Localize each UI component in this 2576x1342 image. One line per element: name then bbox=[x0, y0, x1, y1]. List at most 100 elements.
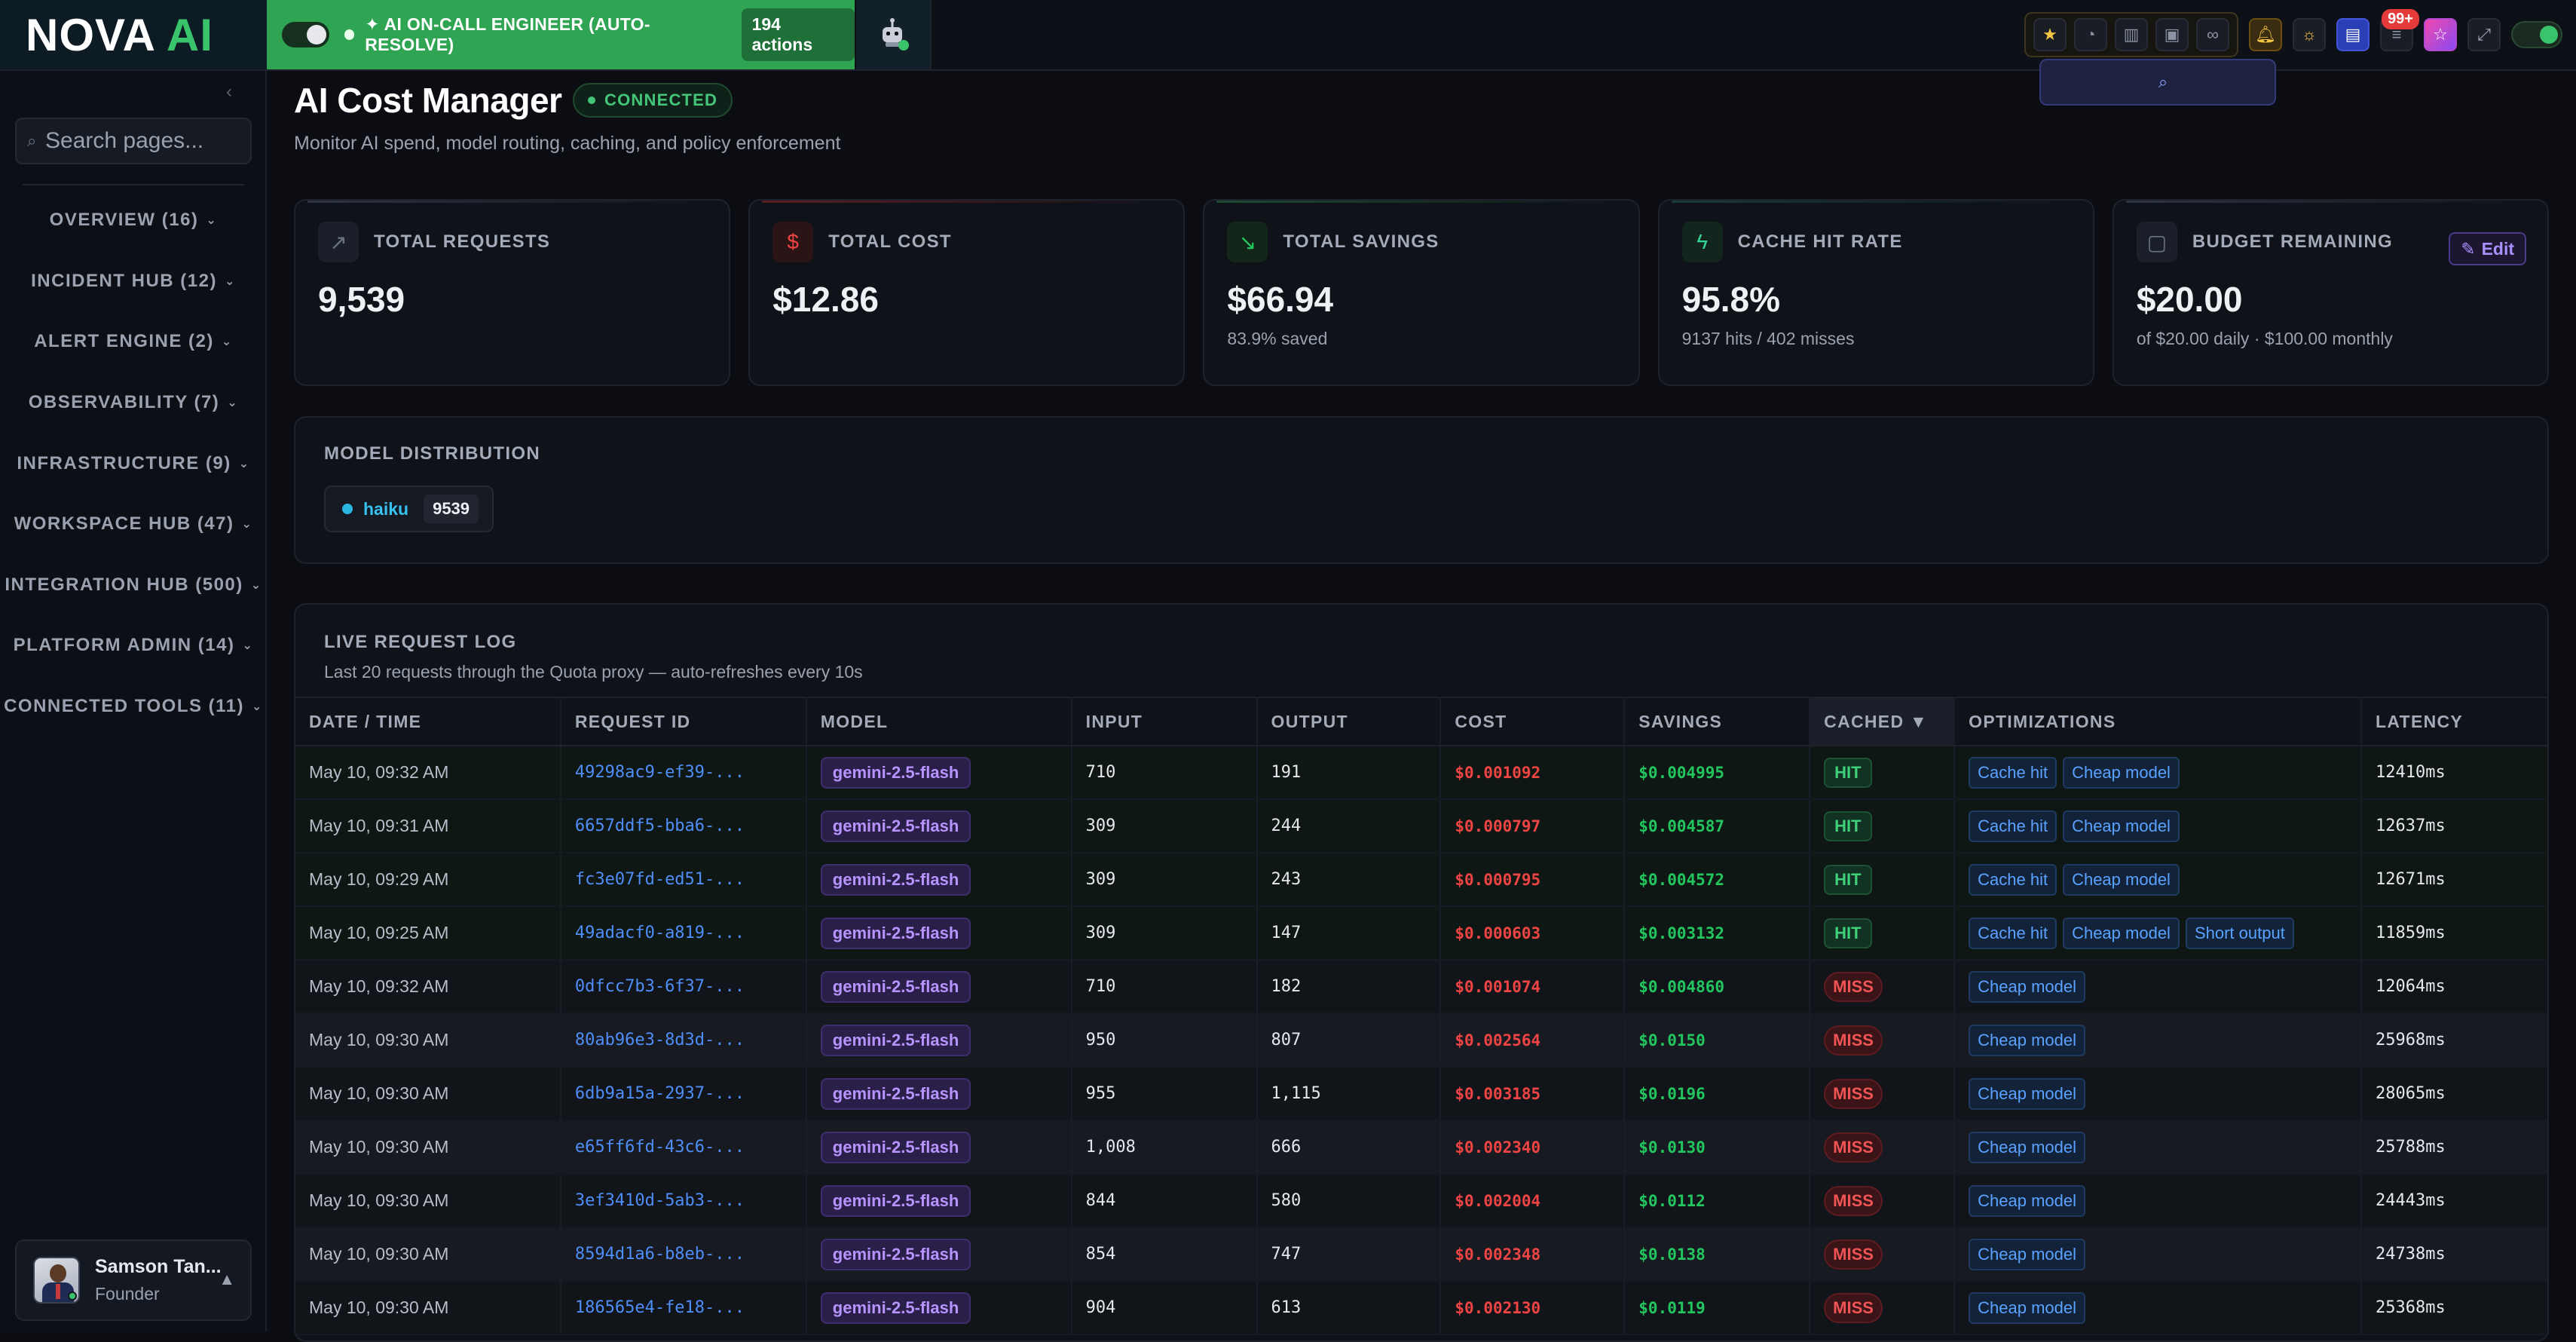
user-menu[interactable]: Samson Tan... Founder ▲ bbox=[15, 1239, 252, 1321]
collapse-sidebar-icon[interactable]: ‹ bbox=[226, 81, 232, 102]
cell-optimizations: Cache hit Cheap model bbox=[1954, 799, 2363, 853]
column-header-date[interactable]: DATE / TIME bbox=[295, 697, 561, 746]
cell-optimizations: Cache hit Cheap model bbox=[1954, 746, 2363, 800]
panel-title: MODEL DISTRIBUTION bbox=[324, 443, 540, 464]
table-row[interactable]: May 10, 09:30 AM 186565e4-fe18-... gemini-… bbox=[295, 1281, 2547, 1335]
brand-logo[interactable]: NOVA AI bbox=[0, 0, 267, 69]
brand-suffix: AI bbox=[166, 9, 213, 60]
request-id-link[interactable]: 186565e4-fe18-... bbox=[560, 1281, 807, 1335]
request-id-link[interactable]: 80ab96e3-8d3d-... bbox=[560, 1013, 807, 1068]
table-row[interactable]: May 10, 09:30 AM 80ab96e3-8d3d-... gemini-… bbox=[295, 1013, 2547, 1068]
sidebar-item-overview[interactable]: OVERVIEW (16) ⌄ bbox=[49, 210, 218, 231]
chevron-down-icon: ⌄ bbox=[227, 397, 239, 410]
cell-date: May 10, 09:30 AM bbox=[295, 1281, 561, 1335]
expand-icon[interactable]: ⤢ bbox=[2467, 18, 2501, 51]
column-header-optimizations[interactable]: OPTIMIZATIONS bbox=[1954, 697, 2363, 746]
table-row[interactable]: May 10, 09:31 AM 6657ddf5-bba6-... gemini-… bbox=[295, 799, 2547, 853]
cell-output: 191 bbox=[1256, 746, 1442, 800]
cell-savings: $0.003132 bbox=[1624, 906, 1811, 961]
cell-output: 580 bbox=[1256, 1174, 1442, 1228]
table-row[interactable]: May 10, 09:30 AM e65ff6fd-43c6-... gemini-… bbox=[295, 1120, 2547, 1175]
status-badge: CONNECTED bbox=[573, 83, 733, 118]
cell-input: 854 bbox=[1071, 1227, 1258, 1282]
cache-status-badge: HIT bbox=[1824, 810, 1872, 841]
sidebar-item-infrastructure[interactable]: INFRASTRUCTURE (9) ⌄ bbox=[17, 452, 250, 473]
request-id-link[interactable]: 0dfcc7b3-6f37-... bbox=[560, 960, 807, 1014]
request-id-link[interactable]: 49298ac9-ef39-... bbox=[560, 746, 807, 800]
table-row[interactable]: May 10, 09:32 AM 49298ac9-ef39-... gemini-… bbox=[295, 746, 2547, 800]
search-icon: ⌕ bbox=[27, 131, 37, 150]
cell-cost: $0.002004 bbox=[1440, 1174, 1626, 1228]
table-row[interactable]: May 10, 09:25 AM 49adacf0-a819-... gemini-… bbox=[295, 906, 2547, 961]
ai-assistant-button[interactable] bbox=[856, 0, 932, 69]
oncall-toggle[interactable] bbox=[282, 22, 329, 47]
cache-status-badge: MISS bbox=[1824, 971, 1883, 1002]
sidebar-item-integration-hub[interactable]: INTEGRATION HUB (500) ⌄ bbox=[5, 574, 262, 595]
request-id-link[interactable]: e65ff6fd-43c6-... bbox=[560, 1120, 807, 1175]
user-name: Samson Tan... bbox=[95, 1256, 222, 1277]
divider bbox=[23, 184, 244, 185]
bell-icon[interactable]: 🔔︎ bbox=[2249, 18, 2282, 51]
cell-model: gemini-2.5-flash bbox=[806, 799, 1072, 853]
oncall-actions-count[interactable]: 194 actions bbox=[741, 8, 855, 61]
table-row[interactable]: May 10, 09:30 AM 8594d1a6-b8eb-... gemini-… bbox=[295, 1227, 2547, 1282]
cell-cost: $0.001092 bbox=[1440, 746, 1626, 800]
request-id-link[interactable]: 3ef3410d-5ab3-... bbox=[560, 1174, 807, 1228]
theme-toggle[interactable] bbox=[2511, 21, 2562, 48]
calendar-icon[interactable]: ▣ bbox=[2155, 18, 2189, 51]
sun-icon[interactable]: ☼ bbox=[2293, 18, 2326, 51]
sidebar-item-platform-admin[interactable]: PLATFORM ADMIN (14) ⌄ bbox=[13, 635, 254, 656]
search-icon[interactable]: ⌕ bbox=[2039, 59, 2276, 106]
avatar bbox=[33, 1257, 80, 1304]
column-header-model[interactable]: MODEL bbox=[806, 697, 1072, 746]
sidebar-item-alert-engine[interactable]: ALERT ENGINE (2) ⌄ bbox=[34, 331, 233, 352]
request-id-link[interactable]: fc3e07fd-ed51-... bbox=[560, 853, 807, 907]
stats-row: ↗ TOTAL REQUESTS 9,539 $ TOTAL COST $12.86… bbox=[294, 199, 2550, 386]
sidebar-item-observability[interactable]: OBSERVABILITY (7) ⌄ bbox=[28, 392, 239, 413]
favorites-icon[interactable]: ☆ bbox=[2424, 18, 2457, 51]
chart-icon[interactable]: ▥ bbox=[2115, 18, 2148, 51]
optimization-tag: Cheap model bbox=[1969, 1238, 2085, 1270]
column-header-request-id[interactable]: REQUEST ID bbox=[560, 697, 807, 746]
alert-icon[interactable]: ◔ bbox=[2074, 18, 2107, 51]
stat-value: 95.8% bbox=[1681, 280, 1781, 319]
chat-icon[interactable]: ▤ bbox=[2336, 18, 2369, 51]
cell-savings: $0.004587 bbox=[1624, 799, 1811, 853]
link-icon[interactable]: ∞ bbox=[2196, 18, 2229, 51]
sidebar-search[interactable]: ⌕ bbox=[15, 118, 252, 164]
sidebar-item-incident-hub[interactable]: INCIDENT HUB (12) ⌄ bbox=[31, 270, 236, 291]
edit-budget-button[interactable]: ✎ Edit bbox=[2449, 232, 2527, 265]
cell-input: 904 bbox=[1071, 1281, 1258, 1335]
cell-cached: MISS bbox=[1810, 1013, 1956, 1068]
cell-cost: $0.002130 bbox=[1440, 1281, 1626, 1335]
request-id-link[interactable]: 6657ddf5-bba6-... bbox=[560, 799, 807, 853]
cell-cost: $0.002564 bbox=[1440, 1013, 1626, 1068]
model-chip[interactable]: haiku 9539 bbox=[324, 486, 494, 532]
column-header-input[interactable]: INPUT bbox=[1071, 697, 1258, 746]
cell-date: May 10, 09:32 AM bbox=[295, 960, 561, 1014]
column-header-savings[interactable]: SAVINGS bbox=[1624, 697, 1811, 746]
request-id-link[interactable]: 8594d1a6-b8eb-... bbox=[560, 1227, 807, 1282]
optimization-tag: Short output bbox=[2185, 917, 2294, 949]
column-header-latency[interactable]: LATENCY bbox=[2361, 697, 2547, 746]
table-row[interactable]: May 10, 09:30 AM 3ef3410d-5ab3-... gemini-… bbox=[295, 1174, 2547, 1228]
column-header-output[interactable]: OUTPUT bbox=[1256, 697, 1442, 746]
sidebar-item-connected-tools[interactable]: CONNECTED TOOLS (11) ⌄ bbox=[4, 696, 263, 717]
cell-model: gemini-2.5-flash bbox=[806, 746, 1072, 800]
table-row[interactable]: May 10, 09:30 AM 6db9a15a-2937-... gemini-… bbox=[295, 1067, 2547, 1121]
table-row[interactable]: May 10, 09:29 AM fc3e07fd-ed51-... gemini-… bbox=[295, 853, 2547, 907]
cell-optimizations: Cache hit Cheap model bbox=[1954, 853, 2363, 907]
inbox-icon[interactable]: ≡ 99+ bbox=[2380, 9, 2419, 51]
column-header-cached[interactable]: CACHED ▼ bbox=[1810, 697, 1956, 746]
star-icon[interactable]: ★ bbox=[2033, 18, 2067, 51]
optimization-tag: Cheap model bbox=[1969, 970, 2085, 1003]
search-input[interactable] bbox=[45, 128, 241, 154]
request-id-link[interactable]: 49adacf0-a819-... bbox=[560, 906, 807, 961]
cell-savings: $0.0112 bbox=[1624, 1174, 1811, 1228]
request-id-link[interactable]: 6db9a15a-2937-... bbox=[560, 1067, 807, 1121]
cell-optimizations: Cheap model bbox=[1954, 1120, 2363, 1175]
sidebar-item-workspace-hub[interactable]: WORKSPACE HUB (47) ⌄ bbox=[14, 513, 253, 535]
table-row[interactable]: May 10, 09:32 AM 0dfcc7b3-6f37-... gemini-… bbox=[295, 960, 2547, 1014]
cell-input: 710 bbox=[1071, 746, 1258, 800]
column-header-cost[interactable]: COST bbox=[1440, 697, 1626, 746]
